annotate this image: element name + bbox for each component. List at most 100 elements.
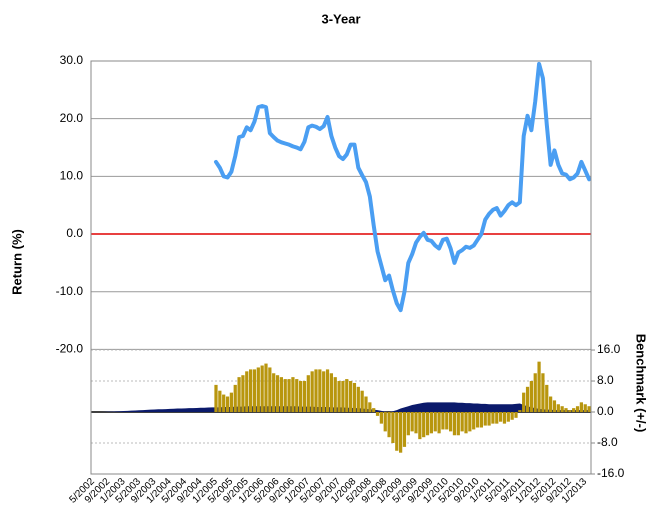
bar <box>372 408 376 413</box>
bar <box>452 412 457 436</box>
bar <box>583 404 587 413</box>
marks <box>92 61 592 453</box>
bar <box>214 384 218 413</box>
bar <box>472 412 476 430</box>
bar <box>560 406 564 413</box>
bar <box>225 396 230 413</box>
plot-frame <box>90 60 592 475</box>
y2-tick-label: -8.0 <box>597 435 618 449</box>
bar <box>406 412 410 436</box>
bar <box>245 371 249 413</box>
bar <box>264 363 268 413</box>
bar <box>483 412 487 426</box>
bar <box>522 392 526 413</box>
bar <box>487 412 491 426</box>
bar <box>356 386 360 413</box>
bar <box>552 400 557 413</box>
bar <box>318 369 322 413</box>
bar <box>518 410 522 413</box>
bar <box>402 412 407 447</box>
bar <box>537 361 541 413</box>
bar <box>425 412 430 436</box>
bar <box>306 375 310 413</box>
bar <box>302 381 307 413</box>
bar <box>545 384 549 413</box>
bar <box>283 379 287 413</box>
bar <box>252 369 257 413</box>
bar <box>414 412 418 434</box>
bar <box>422 412 426 438</box>
bar <box>387 412 391 438</box>
bar <box>499 412 503 422</box>
line <box>214 61 592 313</box>
grid <box>91 60 591 444</box>
bar <box>437 412 441 434</box>
bar <box>260 365 264 413</box>
bar <box>579 402 583 413</box>
y-tick-label: 30.0 <box>60 53 84 67</box>
bar <box>429 412 433 434</box>
bar <box>418 412 422 440</box>
bar <box>218 390 222 413</box>
bar <box>445 412 449 430</box>
bar <box>268 367 272 413</box>
bar <box>275 375 280 413</box>
bar <box>460 412 464 432</box>
y-tick-label: 0.0 <box>66 226 83 240</box>
bar <box>329 373 333 413</box>
y-tick-label: 20.0 <box>60 111 84 125</box>
bar <box>333 377 337 413</box>
y2-tick-label: -16.0 <box>597 466 625 480</box>
bar <box>279 377 283 413</box>
bar <box>345 379 349 413</box>
bar <box>502 412 507 424</box>
bar <box>241 375 245 413</box>
bar <box>568 410 572 413</box>
bar <box>314 369 318 413</box>
ticks: 30.0 20.0 10.0 0.0 -10.0 -20.0 16.0 8.0 0.0 -8.0 -… <box>56 53 625 505</box>
bar <box>564 408 568 413</box>
bar <box>541 373 545 413</box>
bar <box>433 412 437 432</box>
bar <box>575 406 580 413</box>
chart-title: 3-Year <box>321 11 360 26</box>
bar <box>322 371 326 413</box>
bar <box>399 412 403 453</box>
bar <box>410 412 414 432</box>
bar <box>299 381 303 413</box>
bar <box>256 367 260 413</box>
bar <box>449 412 453 432</box>
bar <box>229 392 233 413</box>
bar <box>464 412 468 434</box>
bar <box>295 379 299 413</box>
bar <box>395 412 399 451</box>
bar <box>237 377 241 413</box>
bar <box>379 412 383 424</box>
bar <box>510 412 514 420</box>
y-tick-label: -20.0 <box>56 342 84 356</box>
area <box>92 402 590 413</box>
bar <box>533 373 537 413</box>
y2-axis-title: Benchmark (+/-) <box>634 334 649 433</box>
bar <box>383 412 387 432</box>
bar <box>441 412 445 430</box>
bar <box>360 390 364 413</box>
bar <box>287 379 291 413</box>
bar <box>556 404 560 413</box>
bar <box>337 381 341 413</box>
bar <box>475 412 480 428</box>
bar <box>341 381 345 413</box>
bar <box>572 408 576 413</box>
bar <box>349 381 353 413</box>
bar <box>222 394 226 413</box>
bar <box>456 412 460 436</box>
bar <box>291 377 295 413</box>
bar <box>506 412 510 422</box>
bar <box>325 369 330 413</box>
bar <box>352 382 357 413</box>
bar <box>479 412 483 428</box>
bar <box>368 402 372 413</box>
y-tick-label: -10.0 <box>56 284 84 298</box>
y-tick-label: 10.0 <box>60 169 84 183</box>
